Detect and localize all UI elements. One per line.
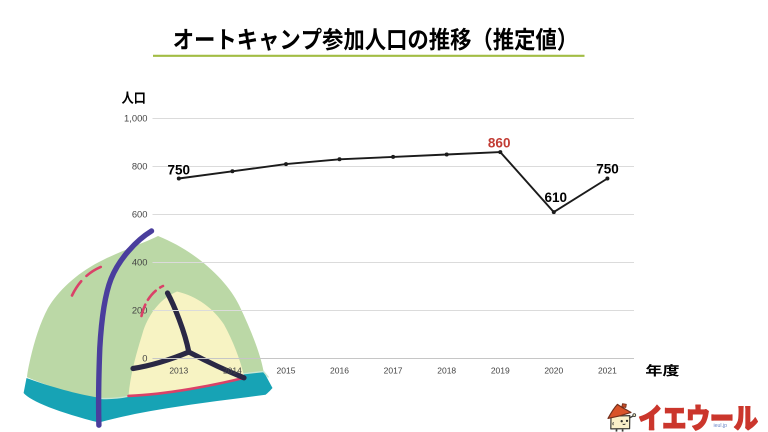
svg-text:2016: 2016 (330, 365, 349, 375)
svg-text:2021: 2021 (598, 365, 617, 375)
svg-text:0: 0 (142, 353, 147, 364)
svg-text:ieul.jp: ieul.jp (714, 423, 728, 429)
svg-text:2020: 2020 (544, 365, 563, 375)
svg-text:610: 610 (545, 190, 568, 205)
svg-text:860: 860 (488, 136, 511, 151)
svg-text:400: 400 (132, 257, 148, 268)
svg-text:2019: 2019 (491, 365, 510, 375)
svg-text:750: 750 (168, 163, 191, 178)
svg-text:200: 200 (132, 305, 148, 316)
svg-text:2013: 2013 (169, 365, 188, 375)
svg-text:2015: 2015 (277, 365, 296, 375)
svg-text:600: 600 (132, 209, 148, 220)
svg-text:2017: 2017 (384, 365, 403, 375)
svg-text:2014: 2014 (223, 365, 242, 375)
svg-text:750: 750 (596, 161, 619, 176)
svg-text:1,000: 1,000 (124, 113, 147, 124)
svg-text:2018: 2018 (437, 365, 456, 375)
svg-text:800: 800 (132, 161, 148, 172)
